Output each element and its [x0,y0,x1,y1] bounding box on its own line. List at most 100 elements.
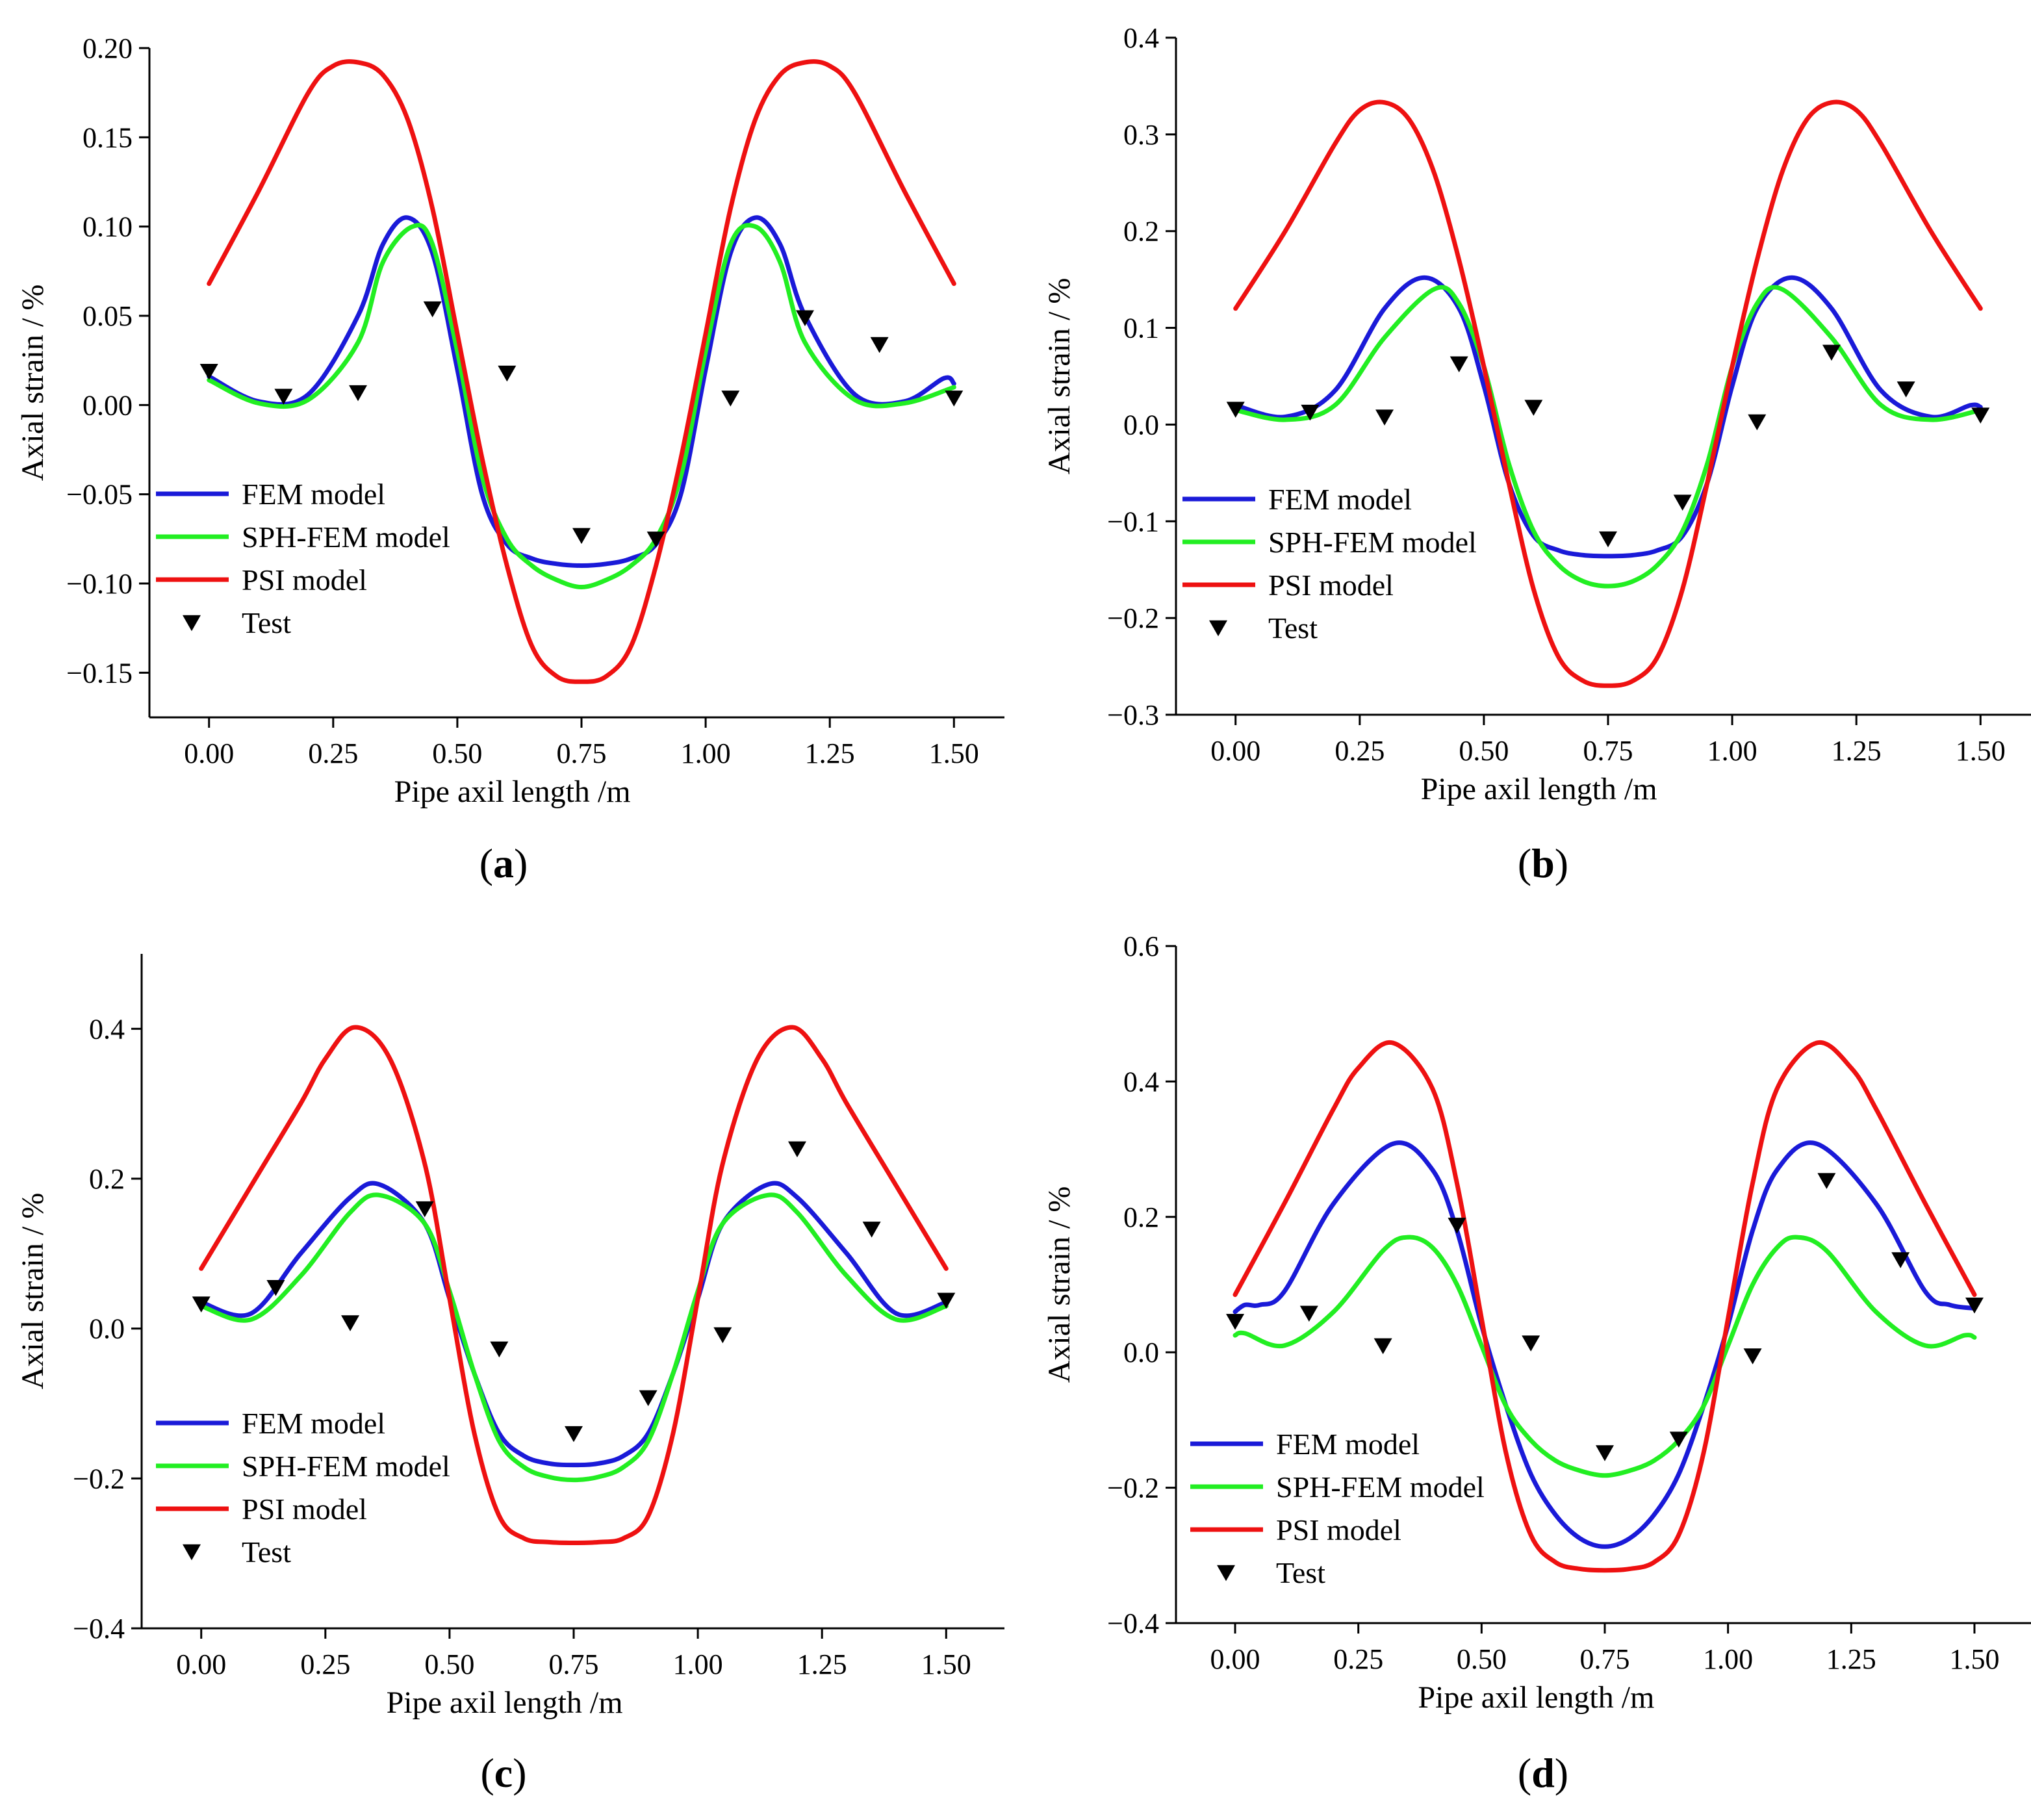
chart-panel-a: 0.00 0.25 0.50 0.75 1.00 1.25 1.50 0.20 0.15 0.10… [0,0,1014,913]
test-marker-c [192,1296,211,1313]
y-tick-label-c: 0.4 [89,1013,125,1045]
x-tick-label-a: 0.50 [432,737,482,769]
test-marker-b [1971,407,1990,424]
test-marker-b [1673,494,1692,511]
fem-line-a [207,215,956,568]
test-marker-c [937,1292,956,1309]
x-tick-label-a: 1.50 [929,737,979,769]
test-marker-a [795,310,814,327]
sph-line-a [207,223,956,589]
test-marker-d [1965,1298,1984,1314]
x-tick-label-d: 0.00 [1210,1643,1260,1675]
caption-open-paren: ( [1518,840,1531,886]
test-marker-c [490,1341,509,1358]
legend-label-test-a: Test [242,606,291,639]
test-marker-b [1822,344,1841,361]
y-tick-label-d: 0.4 [1123,1066,1159,1097]
chart-panel-d: 0.00 0.25 0.50 0.75 1.00 1.25 1.50 0.6 0.4 0.2 0.0… [1027,923,2031,1820]
legend-label-test-c: Test [242,1535,291,1569]
test-marker-d [1226,1314,1245,1330]
x-tick-label-a: 1.25 [805,737,855,769]
legend-label-fem-a: FEM model [242,478,385,511]
y-tick-label-c: 0.2 [89,1163,125,1195]
chart-panel-b: 0.00 0.25 0.50 0.75 1.00 1.25 1.50 0.4 0.3 0.2 0.1… [1027,0,2031,913]
y-tick-label-b: 0.1 [1123,313,1159,344]
caption-letter: b [1531,840,1555,886]
y-tick-label-c: 0.0 [89,1313,125,1345]
x-tick-label-b: 1.50 [1956,735,2006,767]
legend-label-psi-b: PSI model [1268,569,1394,602]
sph-line-c [199,1192,949,1483]
test-marker-d [1522,1335,1540,1352]
sph-line-b [1233,285,1983,589]
legend-label-test-d: Test [1276,1556,1325,1589]
test-marker-d [1891,1252,1910,1268]
caption-letter: a [493,840,514,886]
y-tick-label-b: −0.1 [1107,506,1159,537]
test-marker-a [274,389,293,405]
caption-letter: d [1531,1750,1555,1796]
legend-marker-test-c [183,1544,201,1561]
test-marker-b [1226,402,1245,418]
psi-line-d [1233,1040,1977,1573]
legend-label-psi-d: PSI model [1276,1513,1401,1546]
x-tick-label-a: 0.25 [308,737,358,769]
test-marker-c [713,1327,732,1344]
x-tick-label-c: 1.50 [921,1648,971,1680]
test-marker-d [1817,1173,1836,1189]
test-marker-d [1669,1431,1688,1448]
caption-open-paren: ( [480,1750,494,1796]
y-tick-label-d: 0.0 [1123,1337,1159,1368]
psi-line-b [1233,99,1983,688]
y-tick-label-c: −0.4 [73,1613,125,1645]
legend-label-fem-c: FEM model [242,1407,385,1440]
caption-close-paren: ) [1555,1750,1568,1796]
legend-label-sph-a: SPH-FEM model [242,520,450,554]
y-tick-label-b: −0.2 [1107,602,1159,634]
y-axis-title-c: Axial strain / % [16,1193,50,1390]
test-marker-a [572,528,591,545]
y-tick-label-d: 0.6 [1123,930,1159,962]
test-marker-d [1448,1218,1466,1234]
x-tick-label-a: 0.75 [557,737,607,769]
test-marker-c [341,1315,360,1331]
test-marker-b [1599,531,1617,548]
y-axis-title-b: Axial strain / % [1042,278,1077,475]
test-marker-d [1299,1305,1318,1322]
fem-line-c [199,1181,949,1468]
psi-line-c [199,1025,949,1545]
y-tick-label-d: −0.4 [1107,1608,1159,1639]
y-tick-label-c: −0.2 [73,1463,125,1494]
x-tick-label-c: 1.00 [673,1648,723,1680]
y-tick-label-d: −0.2 [1107,1472,1159,1504]
x-axis-title-b: Pipe axil length /m [1421,772,1657,806]
y-axis-title-a: Axial strain / % [16,285,50,481]
legend-label-fem-d: FEM model [1276,1428,1420,1461]
legend-label-sph-b: SPH-FEM model [1268,526,1477,559]
test-marker-d [1596,1445,1614,1461]
x-tick-label-c: 0.00 [176,1648,226,1680]
test-marker-b [1748,414,1767,431]
y-tick-label-d: 0.2 [1123,1201,1159,1233]
test-marker-b [1375,409,1394,426]
x-tick-label-b: 1.00 [1707,735,1757,767]
y-tick-label-b: 0.3 [1123,119,1159,151]
test-marker-b [1524,400,1543,416]
caption-open-paren: ( [1518,1750,1531,1796]
test-marker-a [646,532,665,548]
x-tick-label-c: 0.75 [549,1648,599,1680]
chart-a: 0.00 0.25 0.50 0.75 1.00 1.25 1.50 0.20 0.15 0.10… [16,32,1014,886]
x-tick-label-d: 1.50 [1949,1643,1999,1675]
x-tick-label-c: 1.25 [797,1648,847,1680]
x-tick-label-b: 0.25 [1335,735,1385,767]
fem-line-b [1233,275,1983,559]
psi-line-a [207,59,956,684]
y-tick-label-a: 0.05 [83,300,133,332]
legend-marker-test-d [1217,1565,1235,1582]
test-marker-c [862,1222,881,1238]
y-tick-label-a: 0.00 [83,389,133,421]
x-axis-title-c: Pipe axil length /m [387,1685,623,1720]
x-tick-label-a: 1.00 [681,737,731,769]
legend-label-sph-c: SPH-FEM model [242,1450,450,1483]
y-tick-label-a: −0.10 [66,568,133,600]
